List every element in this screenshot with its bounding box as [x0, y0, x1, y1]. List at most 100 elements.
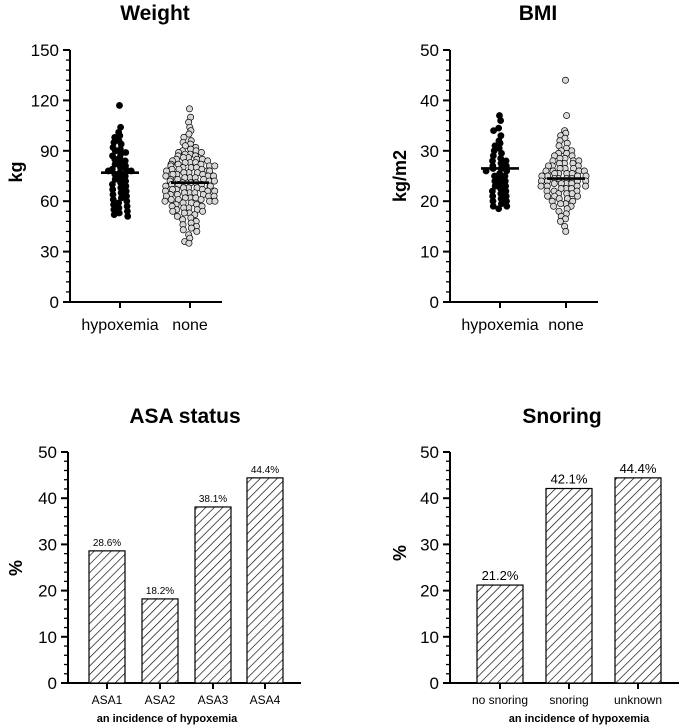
data-point	[193, 227, 201, 235]
data-point	[167, 196, 175, 203]
data-point	[210, 177, 218, 185]
y-axis-label: kg	[6, 161, 26, 182]
data-point	[557, 200, 565, 208]
x-axis-label: an incidence of hypoxemia	[509, 713, 650, 725]
chart-title: Weight	[120, 2, 190, 25]
weight-chart: Weight kg 0 30 60 90 120 150 hypoxemia none	[6, 2, 222, 334]
bar	[476, 584, 524, 684]
y-tick-label: 120	[31, 91, 59, 110]
x-tick-label: ASA4	[250, 693, 281, 707]
bar	[141, 598, 179, 684]
x-tick-label: hypoxemia	[81, 317, 158, 334]
y-tick-label: 30	[38, 535, 57, 554]
x-tick-label: ASA1	[92, 693, 123, 707]
y-tick-label: 50	[38, 443, 57, 462]
y-tick-label: 40	[420, 489, 439, 508]
data-point	[550, 180, 558, 188]
data-label: 21.2%	[482, 568, 519, 583]
y-tick-label: 50	[420, 41, 439, 60]
data-label: 44.4%	[251, 465, 279, 476]
bar	[614, 477, 662, 684]
y-tick-label: 20	[38, 582, 57, 601]
bar	[194, 506, 232, 684]
chart-title: BMI	[519, 2, 558, 25]
x-tick-label: ASA3	[198, 693, 229, 707]
y-tick-label: 30	[40, 243, 59, 262]
data-point	[110, 211, 118, 219]
data-point	[211, 197, 219, 205]
data-point	[162, 172, 170, 180]
data-point	[211, 162, 219, 170]
data-label: 28.6%	[93, 538, 121, 549]
data-point	[185, 130, 193, 138]
chart-title: Snoring	[522, 405, 601, 428]
y-tick-label: 10	[420, 628, 439, 647]
data-point	[537, 182, 545, 190]
data-point	[556, 217, 564, 225]
y-tick-label: 30	[420, 535, 439, 554]
y-tick-label: 150	[31, 41, 59, 60]
asa-status-chart: ASA status% 0 10 20 30 40 50 ASA1 ASA2 ASA3 ASA4 an…	[6, 405, 301, 725]
data-point	[495, 205, 503, 213]
data-point	[169, 207, 177, 215]
data-point	[187, 224, 195, 232]
y-axis-label: kg/m2	[390, 150, 410, 202]
bmi-chart: BMI kg/m2 0 10 20 30 40 50 hypoxemia none	[390, 2, 598, 334]
y-tick-label: 50	[420, 443, 439, 462]
y-tick-label: 90	[40, 142, 59, 161]
data-point	[180, 209, 188, 217]
x-tick-label: ASA2	[145, 693, 176, 707]
x-axis-label: an incidence of hypoxemia	[97, 713, 238, 725]
data-point	[116, 102, 123, 109]
data-point	[197, 149, 205, 156]
data-label: 38.1%	[199, 494, 227, 505]
y-tick-label: 0	[48, 674, 57, 693]
x-tick-label: unknown	[614, 693, 662, 707]
data-point	[490, 127, 497, 135]
y-axis-label: %	[390, 545, 410, 561]
chart-title: ASA status	[129, 405, 240, 428]
data-point	[124, 212, 132, 220]
bar	[88, 550, 126, 684]
data-point	[503, 202, 511, 210]
data-point	[574, 192, 581, 200]
bar	[246, 477, 284, 684]
y-tick-label: 20	[420, 582, 439, 601]
y-tick-label: 40	[38, 489, 57, 508]
snoring-chart: Snoring% 0 10 20 30 40 50 no snoring snoring unkn…	[390, 405, 679, 725]
y-tick-label: 40	[420, 91, 439, 110]
data-point	[186, 105, 193, 113]
data-point	[161, 197, 169, 205]
data-point	[197, 196, 205, 203]
x-tick-label: snoring	[549, 693, 588, 707]
x-tick-label: no snoring	[472, 693, 528, 707]
data-label: 18.2%	[146, 586, 174, 597]
data-label: 42.1%	[551, 471, 588, 486]
data-point	[497, 117, 504, 124]
y-tick-label: 10	[420, 243, 439, 262]
bar	[545, 487, 593, 684]
data-point	[199, 207, 207, 215]
data-point	[185, 239, 193, 247]
y-tick-label: 0	[430, 293, 439, 312]
data-label: 44.4%	[620, 461, 657, 476]
y-tick-label: 0	[50, 293, 59, 312]
y-axis-label: %	[6, 560, 26, 576]
y-tick-label: 20	[420, 192, 439, 211]
data-point	[173, 212, 181, 220]
y-tick-label: 10	[38, 628, 57, 647]
y-tick-label: 0	[430, 674, 439, 693]
data-point	[550, 202, 558, 210]
x-tick-label: hypoxemia	[461, 317, 538, 334]
data-point	[563, 112, 571, 119]
y-tick-label: 60	[40, 192, 59, 211]
x-tick-label: none	[172, 317, 208, 334]
data-point	[562, 76, 569, 84]
x-tick-label: none	[548, 317, 584, 334]
data-point	[179, 226, 187, 234]
data-point	[562, 227, 570, 235]
data-point	[582, 182, 590, 190]
data-point	[544, 192, 552, 200]
y-tick-label: 30	[420, 142, 439, 161]
